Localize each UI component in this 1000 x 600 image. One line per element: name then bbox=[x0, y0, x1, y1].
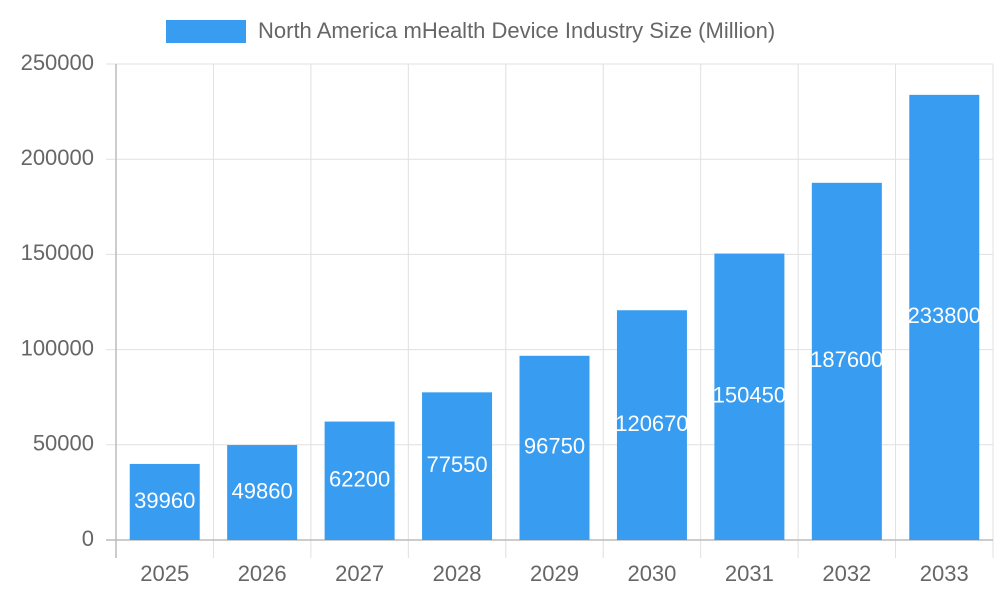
bar bbox=[616, 310, 687, 540]
x-tick-label: 2030 bbox=[627, 561, 676, 586]
x-tick-label: 2029 bbox=[530, 561, 579, 586]
x-tick-label: 2032 bbox=[822, 561, 871, 586]
x-tick-label: 2025 bbox=[140, 561, 189, 586]
bar bbox=[909, 94, 980, 541]
bar bbox=[227, 445, 298, 540]
x-tick-label: 2028 bbox=[433, 561, 482, 586]
y-tick-label: 200000 bbox=[21, 145, 94, 170]
y-tick-label: 0 bbox=[82, 526, 94, 551]
value-label: 62200 bbox=[329, 467, 390, 492]
bar bbox=[324, 421, 395, 540]
x-tick-label: 2031 bbox=[725, 561, 774, 586]
bar bbox=[714, 253, 785, 540]
bar bbox=[422, 392, 493, 540]
value-label: 39960 bbox=[134, 488, 195, 513]
x-tick-label: 2027 bbox=[335, 561, 384, 586]
bar bbox=[519, 355, 590, 540]
y-tick-label: 250000 bbox=[21, 50, 94, 75]
value-label: 233800 bbox=[908, 303, 981, 328]
legend-label: North America mHealth Device Industry Si… bbox=[258, 18, 775, 43]
legend-swatch bbox=[166, 20, 246, 43]
y-tick-label: 150000 bbox=[21, 240, 94, 265]
value-label: 150450 bbox=[713, 383, 786, 408]
bar bbox=[129, 463, 200, 540]
bar bbox=[811, 182, 882, 540]
value-label: 77550 bbox=[426, 452, 487, 477]
value-label: 96750 bbox=[524, 434, 585, 459]
x-tick-label: 2026 bbox=[238, 561, 287, 586]
y-tick-label: 100000 bbox=[21, 335, 94, 360]
value-label: 120670 bbox=[615, 411, 688, 436]
value-label: 187600 bbox=[810, 347, 883, 372]
y-tick-label: 50000 bbox=[33, 431, 94, 456]
value-label: 49860 bbox=[232, 478, 293, 503]
x-tick-label: 2033 bbox=[920, 561, 969, 586]
